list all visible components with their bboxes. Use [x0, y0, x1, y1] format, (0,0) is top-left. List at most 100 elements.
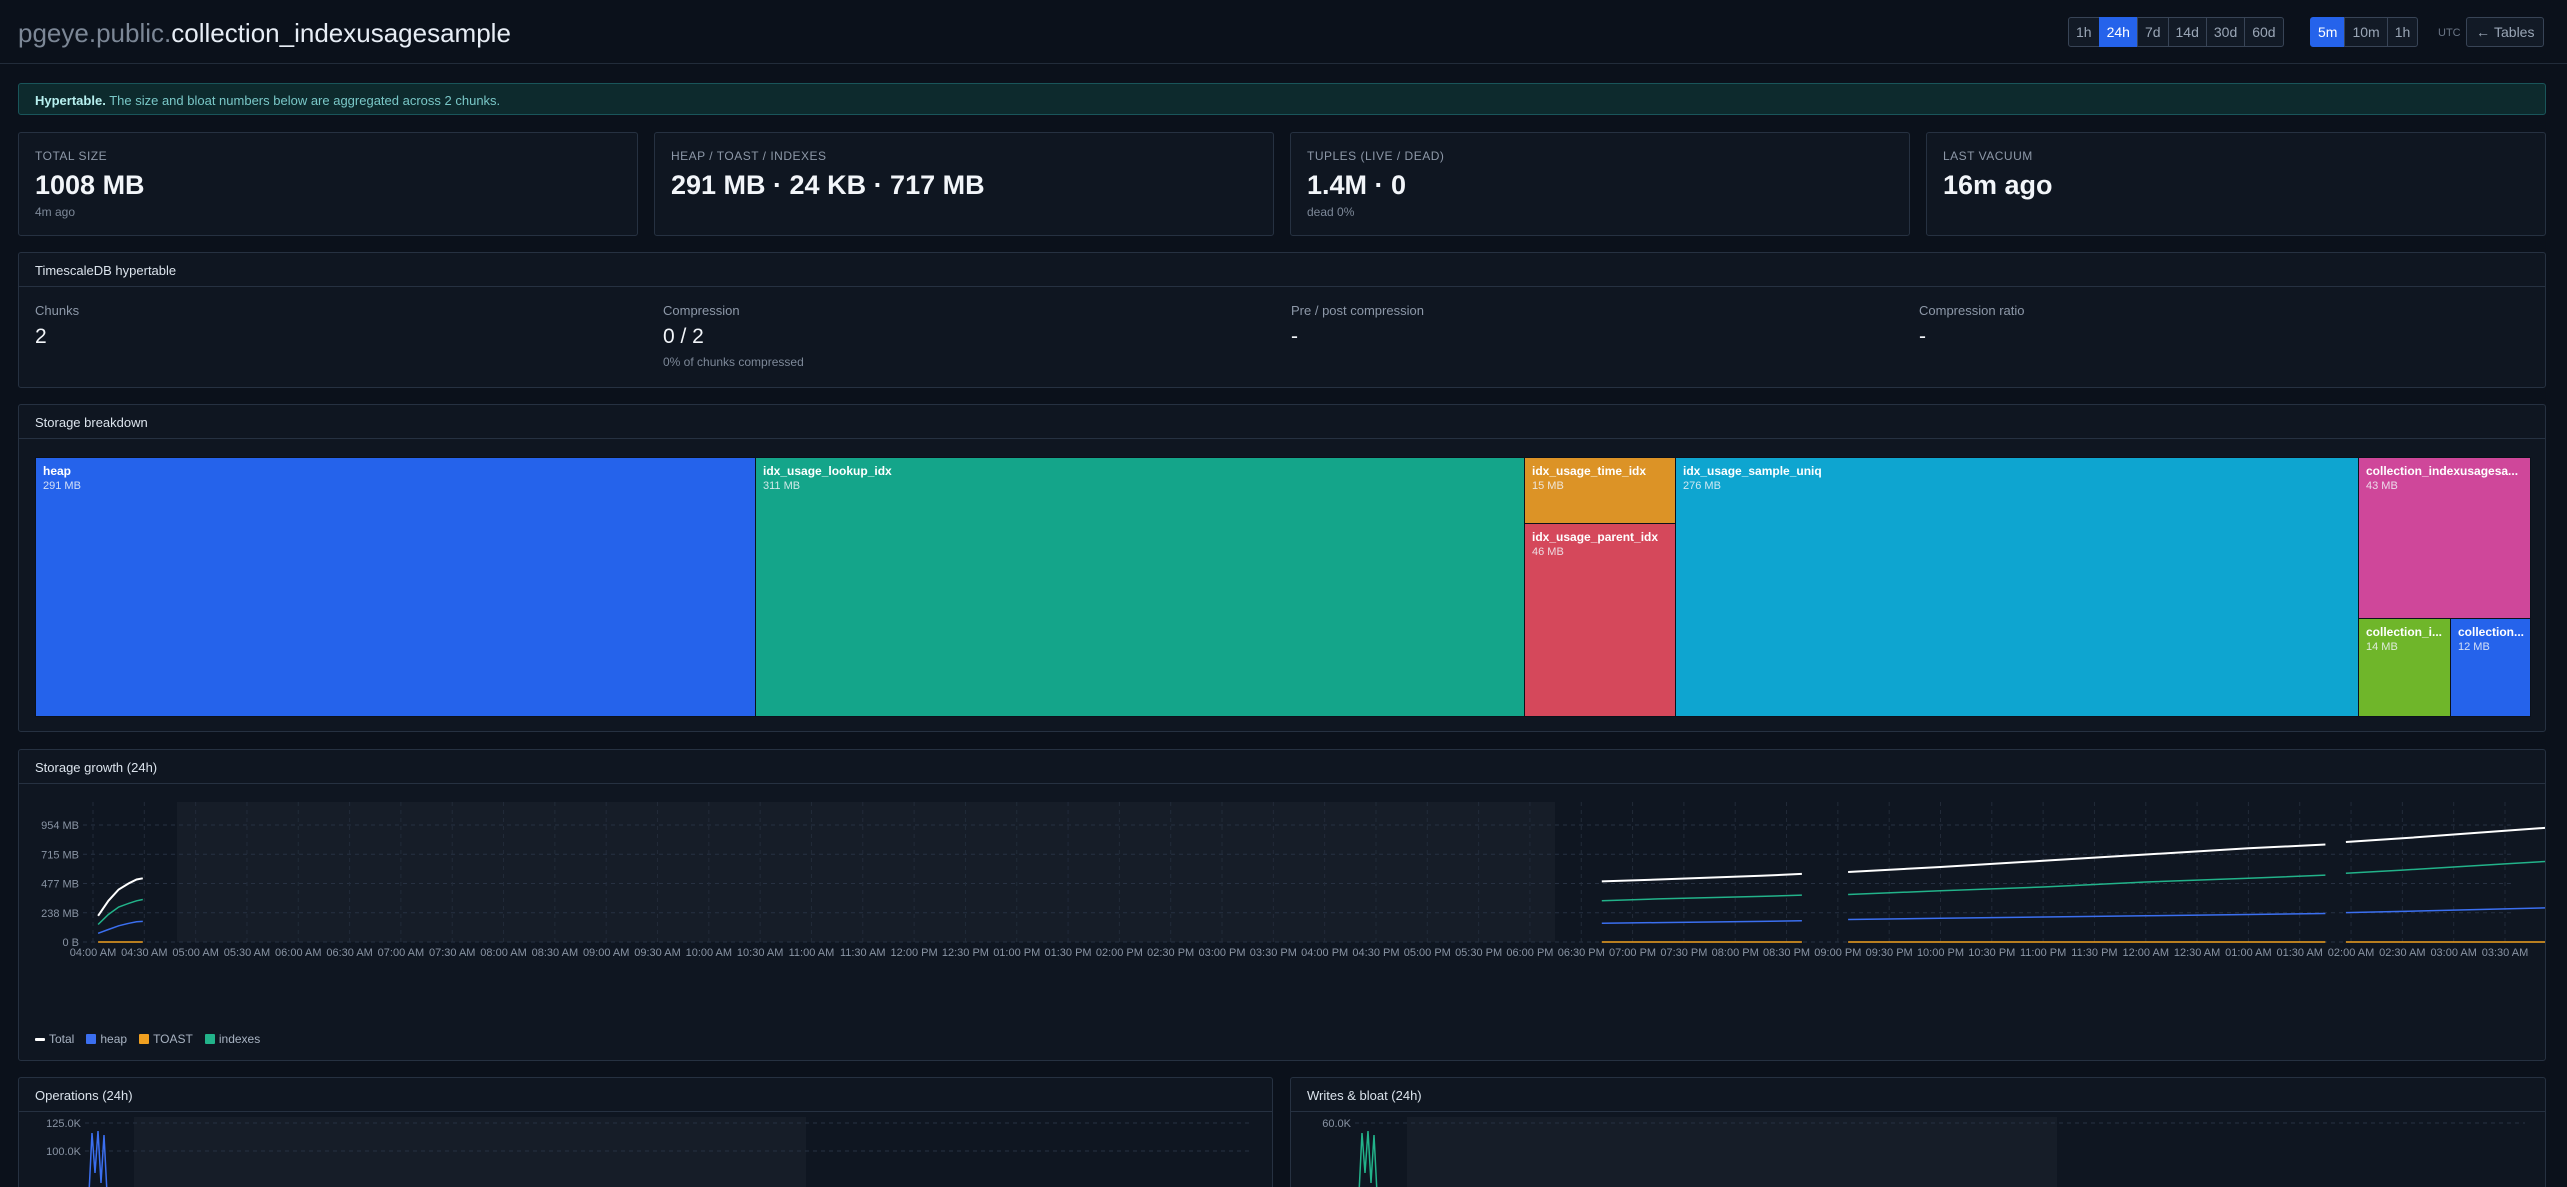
window-1h-button[interactable]: 1h [2068, 17, 2100, 47]
tile-size: 12 MB [2458, 641, 2490, 653]
window-7d-button[interactable]: 7d [2136, 17, 2169, 47]
x-tick-label: 04:00 PM [1301, 947, 1348, 959]
treemap-tile-collection-indexusagesample-a[interactable]: collection_indexusagesa... 43 MB [2358, 457, 2531, 619]
treemap-tile-idx-usage-lookup-idx[interactable]: idx_usage_lookup_idx 311 MB [755, 457, 1525, 717]
stat-label: TOTAL SIZE [35, 149, 108, 163]
y-tick-label: 715 MB [41, 849, 79, 861]
treemap-tile-idx-usage-sample-uniq[interactable]: idx_usage_sample_uniq 276 MB [1675, 457, 2359, 717]
time-window-selector: 1h 24h 7d 14d 30d 60d [2068, 17, 2284, 47]
legend-label: Total [49, 1032, 75, 1046]
stat-card-last-vacuum: LAST VACUUM 16m ago [1926, 132, 2546, 236]
legend-swatch [204, 1034, 215, 1044]
x-tick-label: 09:00 AM [583, 947, 629, 959]
writes-bloat-chart[interactable]: 60.0K [1291, 1113, 2545, 1187]
x-tick-label: 11:00 AM [789, 947, 835, 959]
y-tick-label: 477 MB [41, 879, 79, 891]
banner-strong: Hypertable. [35, 93, 106, 108]
hypertable-banner: Hypertable. The size and bloat numbers b… [18, 83, 2546, 115]
legend-swatch [139, 1034, 150, 1044]
legend-item-total[interactable]: Total [35, 1032, 74, 1046]
window-14d-button[interactable]: 14d [2167, 17, 2207, 47]
panel-title: Writes & bloat (24h) [1291, 1078, 2545, 1112]
treemap-tile-heap[interactable]: heap 291 MB [35, 457, 756, 717]
x-tick-label: 07:00 AM [378, 947, 424, 959]
x-tick-label: 08:00 AM [480, 947, 526, 959]
stat-value: 1008 MB [35, 170, 145, 200]
storage-growth-chart[interactable]: 954 MB 715 MB 477 MB 238 MB 0 B04:00 AM 04:30… [19, 790, 2545, 1020]
x-tick-label: 10:30 PM [1968, 947, 2015, 959]
hyper-label: Compression [663, 303, 740, 318]
x-tick-label: 03:00 PM [1198, 947, 1245, 959]
series-line-heap [2345, 907, 2545, 914]
stat-value: 1.4M · 0 [1307, 170, 1407, 200]
series-line-heap [97, 920, 143, 935]
hyper-label: Pre / post compression [1291, 303, 1424, 318]
x-tick-label: 07:30 AM [429, 947, 475, 959]
panel-title: Storage growth (24h) [19, 750, 2545, 784]
x-tick-label: 08:00 PM [1712, 947, 1759, 959]
legend-label: TOAST [153, 1032, 193, 1046]
x-tick-label: 10:30 AM [737, 947, 783, 959]
operations-chart[interactable]: 125.0K 100.0K [19, 1113, 1272, 1187]
treemap-tile-collection-indexusagesample-b[interactable]: collection_i... 14 MB [2358, 618, 2451, 717]
legend-item-indexes[interactable]: indexes [204, 1032, 261, 1046]
back-button-label: Tables [2494, 24, 2535, 40]
x-tick-label: 11:00 PM [2020, 947, 2066, 959]
y-tick-label: 125.0K [46, 1118, 82, 1130]
x-tick-label: 09:30 PM [1866, 947, 1913, 959]
x-tick-label: 05:30 PM [1455, 947, 1502, 959]
legend-item-toast[interactable]: TOAST [139, 1032, 193, 1046]
window-60d-button[interactable]: 60d [2244, 17, 2284, 47]
tile-name: idx_usage_sample_uniq [1683, 464, 1822, 478]
x-tick-label: 10:00 PM [1917, 947, 1964, 959]
x-tick-label: 06:00 AM [275, 947, 321, 959]
x-tick-label: 03:00 AM [2430, 947, 2476, 959]
no-data-region [177, 802, 1555, 942]
x-tick-label: 07:00 PM [1609, 947, 1656, 959]
window-30d-button[interactable]: 30d [2205, 17, 2246, 47]
legend-label: indexes [218, 1032, 261, 1046]
back-to-tables-button[interactable]: ← Tables [2466, 17, 2545, 47]
bucket-10m-button[interactable]: 10m [2344, 17, 2388, 47]
treemap-tile-collection-indexusagesample-c[interactable]: collection... 12 MB [2450, 618, 2531, 717]
legend-item-heap[interactable]: heap [86, 1032, 127, 1046]
x-tick-label: 04:30 PM [1352, 947, 1399, 959]
banner-text: The size and bloat numbers below are agg… [109, 93, 501, 108]
arrow-left-icon: ← [2476, 24, 2490, 40]
tile-size: 311 MB [763, 480, 801, 492]
treemap-tile-idx-usage-time-idx[interactable]: idx_usage_time_idx 15 MB [1524, 457, 1676, 524]
window-24h-button[interactable]: 24h [2098, 17, 2138, 47]
legend-label: heap [100, 1032, 128, 1046]
series-line [1358, 1130, 1378, 1187]
panel-title: Storage breakdown [19, 405, 2545, 439]
hypertable-chunks: Chunks 2 [35, 303, 79, 349]
x-tick-label: 01:00 PM [993, 947, 1040, 959]
series-line-total [2345, 826, 2545, 843]
series-line-indexes [1601, 894, 1802, 902]
hyper-value: 0 / 2 [663, 325, 704, 348]
storage-growth-panel: Storage growth (24h) 954 MB 715 MB 477 MB 2… [18, 749, 2546, 1061]
stat-value: 291 MB · 24 KB · 717 MB [671, 170, 985, 200]
x-tick-label: 03:30 AM [2482, 947, 2528, 959]
x-tick-label: 05:30 AM [224, 947, 270, 959]
top-bar: pgeye.public.collection_indexusagesample… [0, 0, 2567, 64]
tile-size: 276 MB [1683, 480, 1721, 492]
stat-card-total-size: TOTAL SIZE 1008 MB 4m ago [18, 132, 638, 236]
x-tick-label: 04:00 AM [70, 947, 116, 959]
bucket-1h-button[interactable]: 1h [2386, 17, 2419, 47]
hyper-value: - [1919, 325, 1926, 348]
series-line-heap [1848, 912, 2326, 921]
legend-swatch [35, 1037, 45, 1041]
panel-title: Operations (24h) [19, 1078, 1272, 1112]
stat-card-heap-toast-indexes: HEAP / TOAST / INDEXES 291 MB · 24 KB · … [654, 132, 1274, 236]
title-schema-prefix: pgeye.public. [18, 18, 172, 48]
y-tick-label: 238 MB [41, 908, 79, 920]
storage-breakdown-panel: Storage breakdown heap 291 MB idx_usage_… [18, 404, 2546, 732]
treemap-tile-idx-usage-parent-idx[interactable]: idx_usage_parent_idx 46 MB [1524, 523, 1676, 717]
x-tick-label: 12:00 PM [891, 947, 938, 959]
bucket-5m-button[interactable]: 5m [2310, 17, 2346, 47]
operations-panel: Operations (24h) 125.0K 100.0K [18, 1077, 1273, 1187]
tile-name: idx_usage_lookup_idx [763, 464, 892, 478]
stat-label: TUPLES (LIVE / DEAD) [1307, 149, 1445, 163]
x-tick-label: 06:30 PM [1558, 947, 1605, 959]
